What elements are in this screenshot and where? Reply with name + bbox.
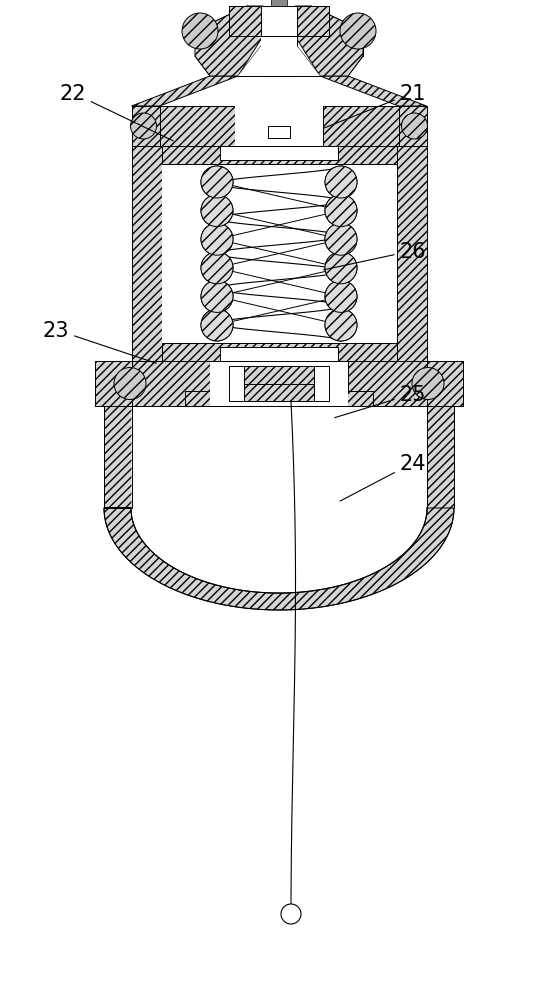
Bar bbox=[244, 384, 314, 401]
Polygon shape bbox=[104, 406, 132, 509]
Bar bbox=[161, 147, 397, 165]
Circle shape bbox=[412, 368, 444, 400]
Circle shape bbox=[325, 281, 357, 314]
Circle shape bbox=[131, 114, 156, 140]
Polygon shape bbox=[295, 7, 363, 77]
Polygon shape bbox=[238, 15, 320, 77]
Bar bbox=[210, 362, 348, 406]
Bar bbox=[244, 367, 314, 385]
Circle shape bbox=[201, 252, 233, 285]
Circle shape bbox=[325, 167, 357, 199]
Circle shape bbox=[325, 252, 357, 285]
Circle shape bbox=[182, 14, 218, 50]
Bar bbox=[235, 106, 323, 362]
Polygon shape bbox=[426, 406, 454, 509]
Polygon shape bbox=[320, 77, 426, 106]
Bar bbox=[210, 391, 348, 406]
Circle shape bbox=[325, 224, 357, 256]
Circle shape bbox=[325, 310, 357, 342]
Bar bbox=[268, 127, 290, 139]
Circle shape bbox=[402, 114, 427, 140]
Bar bbox=[261, 7, 297, 36]
Circle shape bbox=[325, 167, 357, 199]
Bar bbox=[161, 344, 397, 362]
Bar bbox=[271, 0, 287, 7]
Circle shape bbox=[114, 368, 146, 400]
Polygon shape bbox=[132, 77, 238, 106]
Bar bbox=[235, 106, 323, 147]
Bar bbox=[323, 242, 348, 362]
Bar bbox=[185, 391, 373, 406]
Circle shape bbox=[325, 252, 357, 285]
Circle shape bbox=[281, 904, 301, 924]
Circle shape bbox=[201, 195, 233, 228]
Circle shape bbox=[201, 252, 233, 285]
Bar bbox=[397, 147, 426, 362]
Circle shape bbox=[201, 310, 233, 342]
Circle shape bbox=[325, 281, 357, 314]
Bar bbox=[220, 147, 338, 161]
Circle shape bbox=[325, 195, 357, 228]
Polygon shape bbox=[104, 509, 454, 610]
Bar bbox=[220, 348, 338, 362]
Text: 26: 26 bbox=[324, 242, 426, 270]
Bar bbox=[132, 362, 426, 406]
Circle shape bbox=[201, 281, 233, 314]
Circle shape bbox=[325, 224, 357, 256]
Text: 25: 25 bbox=[335, 385, 426, 418]
Bar bbox=[210, 242, 235, 362]
Circle shape bbox=[201, 195, 233, 228]
Text: 24: 24 bbox=[340, 454, 426, 502]
Polygon shape bbox=[131, 406, 427, 594]
Bar bbox=[132, 106, 160, 147]
Circle shape bbox=[201, 224, 233, 256]
Circle shape bbox=[201, 310, 233, 342]
Circle shape bbox=[201, 224, 233, 256]
Circle shape bbox=[201, 167, 233, 199]
Bar bbox=[229, 7, 329, 36]
Bar bbox=[235, 242, 323, 362]
Circle shape bbox=[325, 195, 357, 228]
Bar bbox=[160, 106, 398, 147]
Text: 22: 22 bbox=[59, 84, 174, 142]
Circle shape bbox=[201, 167, 233, 199]
Bar bbox=[261, 7, 297, 77]
Bar bbox=[132, 147, 161, 362]
Circle shape bbox=[325, 310, 357, 342]
Text: 23: 23 bbox=[42, 320, 156, 364]
Circle shape bbox=[201, 281, 233, 314]
Polygon shape bbox=[195, 7, 263, 77]
Polygon shape bbox=[95, 362, 132, 406]
Polygon shape bbox=[426, 362, 463, 406]
Bar bbox=[161, 147, 397, 362]
Bar bbox=[398, 106, 426, 147]
Circle shape bbox=[340, 14, 376, 50]
Bar bbox=[229, 367, 329, 401]
Text: 21: 21 bbox=[324, 84, 426, 129]
